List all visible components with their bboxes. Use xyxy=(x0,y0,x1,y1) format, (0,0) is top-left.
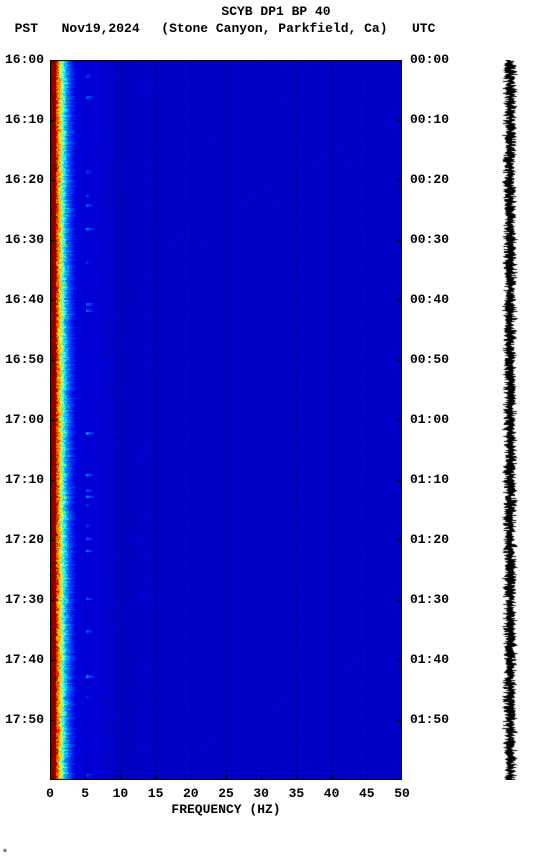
y-tick-right: 01:40 xyxy=(410,652,460,667)
y-tick-left: 16:10 xyxy=(4,112,44,127)
spectrogram-plot xyxy=(50,60,402,780)
y-tick-left: 16:00 xyxy=(4,52,44,67)
y-tick-left: 17:20 xyxy=(4,532,44,547)
waveform-plot xyxy=(495,60,525,780)
y-tick-left: 17:10 xyxy=(4,472,44,487)
x-tick: 10 xyxy=(108,786,132,801)
y-tick-right: 00:00 xyxy=(410,52,460,67)
y-tick-right: 00:30 xyxy=(410,232,460,247)
y-tick-right: 00:40 xyxy=(410,292,460,307)
y-tick-right: 00:50 xyxy=(410,352,460,367)
y-tick-left: 17:50 xyxy=(4,712,44,727)
y-tick-left: 16:30 xyxy=(4,232,44,247)
x-tick: 30 xyxy=(249,786,273,801)
tz-right-label: UTC xyxy=(412,21,435,36)
x-tick: 45 xyxy=(355,786,379,801)
y-tick-right: 01:20 xyxy=(410,532,460,547)
x-tick: 20 xyxy=(179,786,203,801)
y-tick-left: 17:40 xyxy=(4,652,44,667)
y-tick-left: 17:00 xyxy=(4,412,44,427)
station-title: SCYB DP1 BP 40 xyxy=(221,4,330,19)
x-tick: 25 xyxy=(214,786,238,801)
x-tick: 5 xyxy=(73,786,97,801)
y-tick-right: 01:50 xyxy=(410,712,460,727)
x-tick: 50 xyxy=(390,786,414,801)
corner-mark: * xyxy=(2,849,8,860)
x-tick: 0 xyxy=(38,786,62,801)
y-tick-right: 00:20 xyxy=(410,172,460,187)
date-label: Nov19,2024 xyxy=(62,21,140,36)
x-tick: 35 xyxy=(284,786,308,801)
y-tick-right: 01:00 xyxy=(410,412,460,427)
y-tick-left: 16:40 xyxy=(4,292,44,307)
x-axis-title: FREQUENCY (HZ) xyxy=(50,802,402,817)
y-tick-left: 16:50 xyxy=(4,352,44,367)
chart-header: SCYB DP1 BP 40 PST Nov19,2024 (Stone Can… xyxy=(0,4,552,36)
y-tick-right: 01:10 xyxy=(410,472,460,487)
tz-left-label: PST xyxy=(0,21,38,36)
x-tick: 15 xyxy=(144,786,168,801)
y-tick-left: 16:20 xyxy=(4,172,44,187)
y-tick-right: 00:10 xyxy=(410,112,460,127)
location-label: (Stone Canyon, Parkfield, Ca) xyxy=(161,21,387,36)
x-tick: 40 xyxy=(320,786,344,801)
y-tick-left: 17:30 xyxy=(4,592,44,607)
y-tick-right: 01:30 xyxy=(410,592,460,607)
